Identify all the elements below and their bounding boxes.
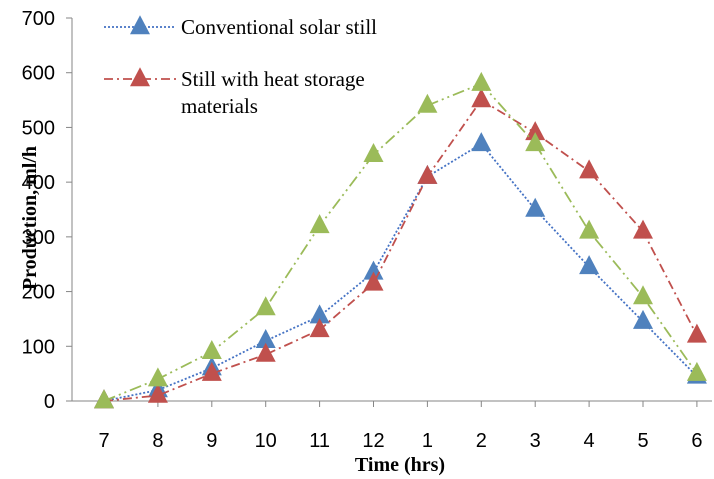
y-tick-label: 600 bbox=[22, 63, 55, 85]
x-axis-title: Time (hrs) bbox=[355, 454, 445, 476]
data-point bbox=[201, 339, 222, 359]
y-tick-label: 200 bbox=[22, 282, 55, 304]
series-3 bbox=[94, 71, 707, 409]
data-point bbox=[255, 342, 276, 362]
y-tick-label: 100 bbox=[22, 336, 55, 358]
x-tick-label: 7 bbox=[98, 430, 109, 452]
series-1 bbox=[94, 132, 707, 409]
data-point bbox=[309, 318, 330, 338]
data-point bbox=[471, 71, 492, 91]
x-tick-label: 3 bbox=[530, 430, 541, 452]
legend-marker bbox=[130, 15, 150, 35]
data-point bbox=[201, 361, 222, 381]
data-point bbox=[633, 309, 653, 329]
legend-item: Conventional solar still bbox=[104, 15, 377, 39]
series-line bbox=[103, 82, 698, 402]
data-point bbox=[363, 271, 384, 291]
y-axis-ticks: 0 100 200 300 400 500 600 700 bbox=[22, 8, 72, 413]
data-point bbox=[417, 164, 438, 184]
y-tick-label: 700 bbox=[22, 8, 55, 30]
data-point bbox=[363, 143, 384, 163]
data-point bbox=[471, 132, 492, 152]
data-point bbox=[525, 132, 546, 152]
data-point bbox=[309, 304, 330, 324]
x-tick-label: 10 bbox=[255, 430, 277, 452]
legend-item: Still with heat storage materials bbox=[104, 67, 365, 118]
legend: Conventional solar still Still with heat … bbox=[104, 15, 377, 118]
series-line bbox=[103, 142, 698, 402]
data-point bbox=[417, 93, 438, 113]
legend-label: Conventional solar still bbox=[181, 15, 377, 39]
data-point bbox=[686, 361, 707, 381]
data-point bbox=[147, 383, 168, 403]
x-tick-label: 12 bbox=[362, 430, 384, 452]
x-tick-label: 1 bbox=[422, 430, 433, 452]
axes bbox=[71, 18, 712, 402]
y-tick-label: 400 bbox=[22, 172, 55, 194]
data-point bbox=[309, 214, 330, 234]
data-point bbox=[94, 389, 114, 409]
data-point bbox=[147, 367, 168, 387]
series-line bbox=[103, 98, 698, 402]
data-point bbox=[579, 219, 600, 239]
y-tick-label: 0 bbox=[44, 391, 55, 413]
data-point bbox=[633, 285, 653, 305]
x-tick-label: 2 bbox=[476, 430, 487, 452]
data-point bbox=[255, 329, 276, 349]
legend-label: Still with heat storage materials bbox=[181, 67, 365, 118]
series-2 bbox=[94, 88, 707, 409]
data-point bbox=[579, 255, 600, 275]
x-tick-label: 9 bbox=[206, 430, 217, 452]
data-point bbox=[525, 121, 546, 141]
data-point bbox=[525, 197, 546, 217]
x-tick-label: 8 bbox=[152, 430, 163, 452]
legend-marker bbox=[130, 67, 150, 87]
x-tick-label: 5 bbox=[637, 430, 648, 452]
series-layer bbox=[94, 71, 707, 409]
y-axis-title: Production, ml/h bbox=[19, 146, 41, 290]
x-tick-label: 6 bbox=[691, 430, 702, 452]
x-tick-label: 4 bbox=[584, 430, 595, 452]
y-tick-label: 300 bbox=[22, 227, 55, 249]
data-point bbox=[633, 219, 653, 239]
data-point bbox=[255, 296, 276, 316]
x-tick-label: 11 bbox=[309, 430, 330, 452]
data-point bbox=[686, 323, 707, 343]
x-axis-ticks: 7 8 9 10 11 12 1 2 3 4 5 6 bbox=[98, 401, 702, 452]
y-tick-label: 500 bbox=[22, 117, 55, 139]
data-point bbox=[471, 88, 492, 108]
data-point bbox=[579, 159, 600, 179]
